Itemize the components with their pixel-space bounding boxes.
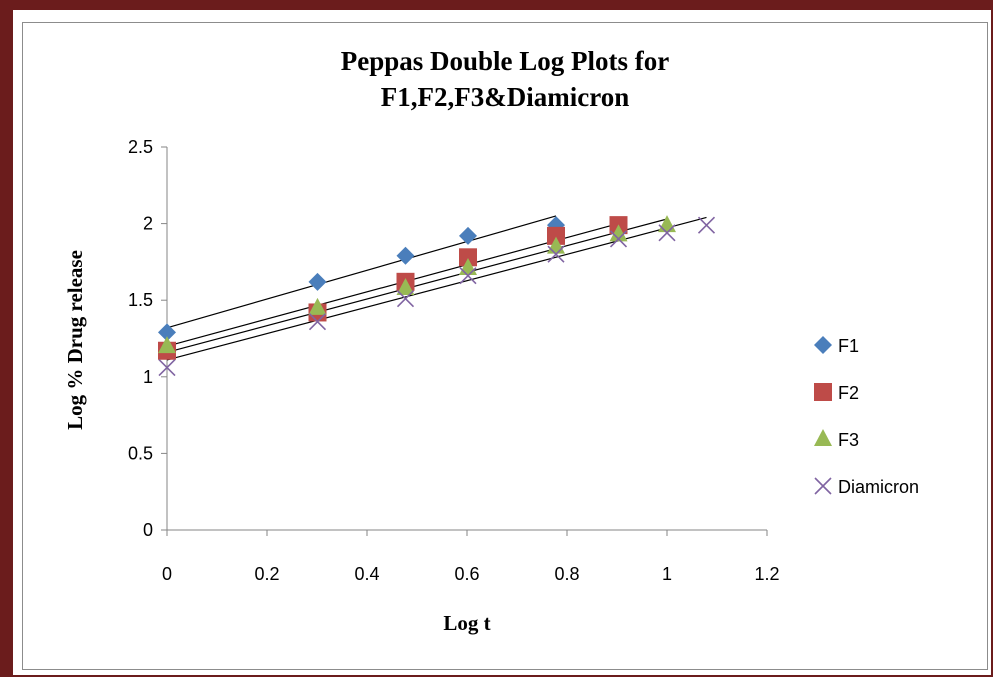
point-f1	[396, 246, 415, 265]
point-f1	[459, 226, 477, 245]
legend: F1 F2 F3 Diamicron	[814, 336, 919, 497]
y-ticks: 0 0.5 1 1.5 2 2.5	[128, 137, 167, 540]
y-axis-title: Log % Drug release	[63, 250, 87, 430]
y-tick-label: 0	[143, 520, 153, 540]
trendline-f2	[166, 223, 619, 347]
legend-label-f1: F1	[838, 336, 859, 356]
point-f2	[547, 226, 565, 245]
point-diamicron	[697, 216, 716, 234]
legend-marker-f2	[814, 383, 832, 401]
x-tick-label: 0.6	[454, 564, 479, 584]
legend-marker-f1	[814, 336, 832, 354]
trendlines	[166, 215, 707, 361]
legend-label-diamicron: Diamicron	[838, 477, 919, 497]
legend-marker-diamicron	[814, 477, 832, 495]
x-axis-title: Log t	[443, 611, 490, 635]
point-f1	[158, 323, 176, 342]
legend-marker-f3	[814, 429, 832, 446]
y-tick-label: 0.5	[128, 443, 153, 463]
point-f3	[658, 215, 676, 233]
data-points	[158, 215, 716, 377]
x-ticks: 0 0.2 0.4 0.6 0.8 1 1.2	[162, 530, 780, 584]
legend-label-f2: F2	[838, 383, 859, 403]
chart-title-line-2: F1,F2,F3&Diamicron	[381, 82, 629, 112]
x-tick-label: 0.4	[354, 564, 379, 584]
point-diamicron	[308, 313, 327, 331]
point-diamicron	[459, 267, 477, 285]
x-tick-label: 0.8	[554, 564, 579, 584]
x-tick-label: 0.2	[254, 564, 279, 584]
point-f1	[308, 272, 327, 291]
y-tick-label: 2.5	[128, 137, 153, 157]
trendline-f3	[166, 218, 668, 353]
x-tick-label: 1	[662, 564, 672, 584]
trendline-f1	[166, 215, 557, 329]
point-diamicron	[658, 224, 676, 242]
point-f3	[609, 224, 628, 242]
point-f3	[308, 297, 327, 315]
point-f3	[396, 277, 415, 295]
y-tick-label: 1	[143, 367, 153, 387]
y-tick-label: 1.5	[128, 290, 153, 310]
point-diamicron	[396, 290, 415, 308]
x-tick-label: 0	[162, 564, 172, 584]
chart-title-line-1: Peppas Double Log Plots for	[341, 46, 670, 76]
chart-area-border	[22, 22, 988, 670]
legend-label-f3: F3	[838, 430, 859, 450]
x-tick-label: 1.2	[754, 564, 779, 584]
y-tick-label: 2	[143, 214, 153, 234]
point-diamicron	[158, 359, 176, 377]
point-diamicron	[547, 245, 565, 263]
point-diamicron	[609, 230, 628, 248]
point-f3	[158, 336, 176, 354]
point-f2	[459, 248, 477, 267]
